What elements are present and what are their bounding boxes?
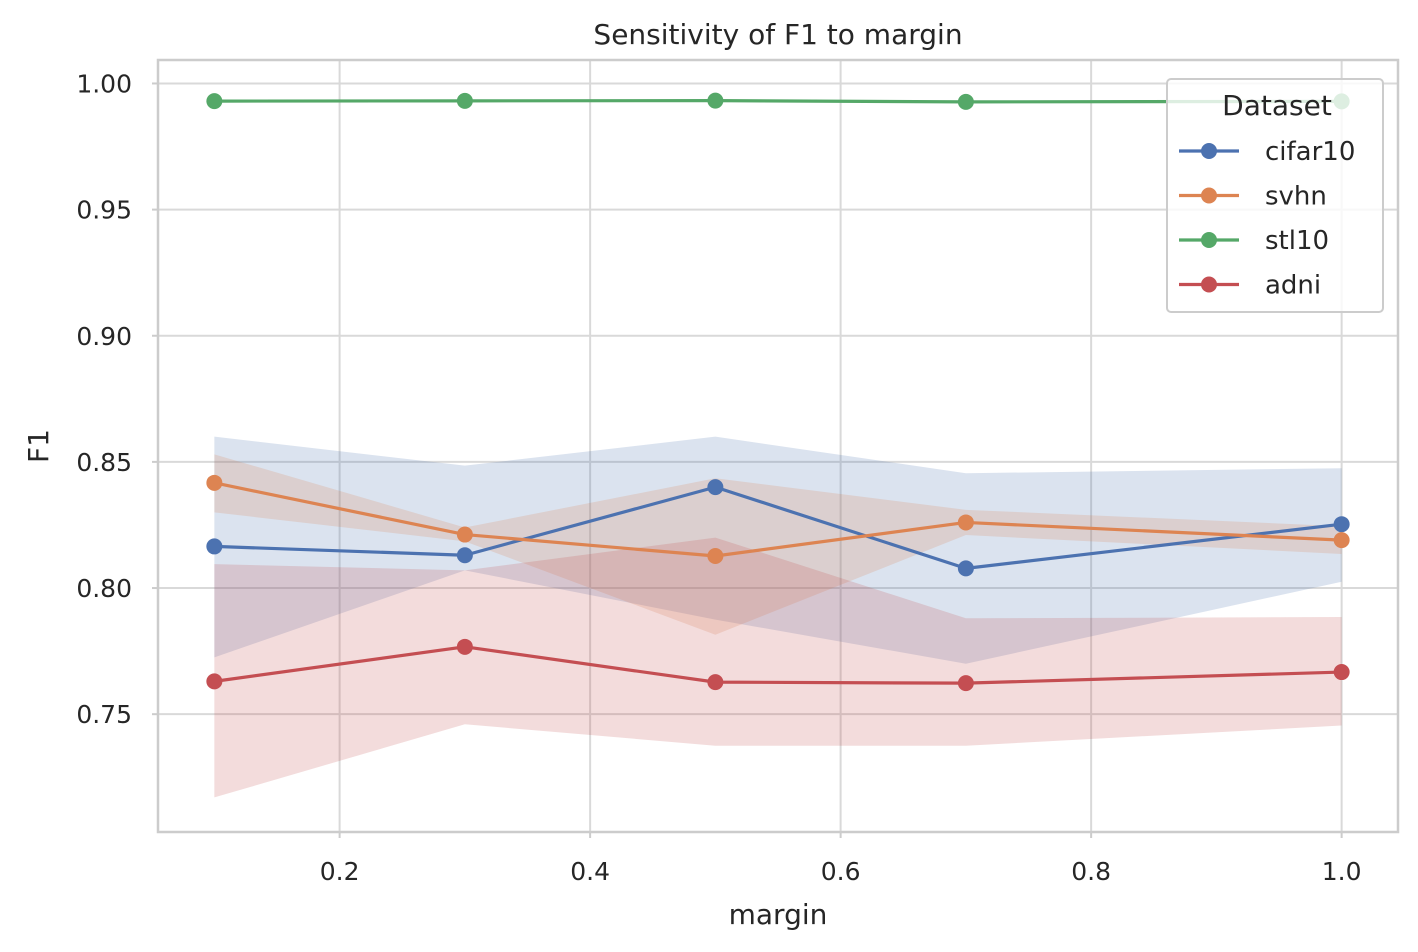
- legend: Dataset cifar10 svhn stl10 adni: [1166, 78, 1384, 313]
- x-tick-label: 0.6: [821, 857, 861, 886]
- adni-point: [206, 673, 223, 690]
- legend-label: stl10: [1265, 226, 1329, 256]
- x-tick-label: 0.8: [1071, 857, 1111, 886]
- plot-frame: [156, 58, 1400, 834]
- stl10-point: [206, 93, 223, 110]
- adni-point: [707, 674, 724, 691]
- x-axis-title: margin: [729, 898, 828, 931]
- adni-point: [456, 638, 473, 655]
- adni-band: [214, 537, 1342, 798]
- legend-marker: [1201, 276, 1217, 293]
- x-tick-label: 1.0: [1322, 857, 1362, 886]
- y-tick-label: 1.00: [76, 69, 132, 98]
- y-tick-label: 0.90: [76, 322, 132, 351]
- stl10-series: [206, 92, 1350, 110]
- y-tick-label: 0.75: [76, 700, 132, 729]
- cifar10-series: [206, 479, 1350, 577]
- y-tick-label: 0.80: [76, 574, 132, 603]
- cifar10-band: [214, 436, 1342, 664]
- cifar10-point: [456, 547, 473, 564]
- svhn-point: [957, 514, 974, 531]
- stl10-point: [957, 93, 974, 110]
- stl10-point: [707, 92, 724, 109]
- tick-labels: 0.2 0.4 0.6 0.8 1.0 0.75 0.80 0.85 0.90 0.95 1.00: [76, 69, 1361, 886]
- legend-label: adni: [1265, 271, 1321, 301]
- svhn-point: [707, 547, 724, 564]
- legend-label: svhn: [1265, 182, 1327, 212]
- svhn-point: [1333, 532, 1350, 549]
- x-tick-label: 0.4: [570, 857, 610, 886]
- legend-item-adni: adni: [1179, 271, 1321, 301]
- legend-items: cifar10 svhn stl10 adni: [1179, 137, 1355, 301]
- legend-marker: [1201, 232, 1217, 248]
- svhn-point: [206, 474, 223, 491]
- series-lines: [206, 92, 1350, 692]
- svhn-point: [456, 526, 473, 543]
- svhn-series: [206, 474, 1350, 564]
- cifar10-point: [206, 538, 223, 555]
- cifar10-point: [957, 560, 974, 577]
- cifar10-point: [1333, 516, 1350, 533]
- cifar10-point: [707, 479, 724, 496]
- adni-point: [957, 675, 974, 692]
- stl10-point: [456, 92, 473, 109]
- adni-point: [1333, 664, 1350, 681]
- x-tick-label: 0.2: [320, 857, 360, 886]
- legend-marker: [1201, 143, 1217, 159]
- legend-label: cifar10: [1265, 137, 1355, 167]
- legend-item-cifar10: cifar10: [1179, 137, 1355, 167]
- chart-title: Sensitivity of F1 to margin: [593, 18, 962, 51]
- y-tick-label: 0.85: [76, 448, 132, 477]
- adni-series: [206, 638, 1350, 692]
- y-tick-label: 0.95: [76, 196, 132, 225]
- legend-box: [1166, 78, 1384, 313]
- legend-item-stl10: stl10: [1179, 226, 1329, 256]
- legend-item-svhn: svhn: [1179, 182, 1327, 212]
- y-axis-title: F1: [22, 429, 55, 463]
- svhn-band: [214, 454, 1342, 635]
- legend-title: Dataset: [1222, 89, 1332, 122]
- legend-marker: [1201, 187, 1217, 204]
